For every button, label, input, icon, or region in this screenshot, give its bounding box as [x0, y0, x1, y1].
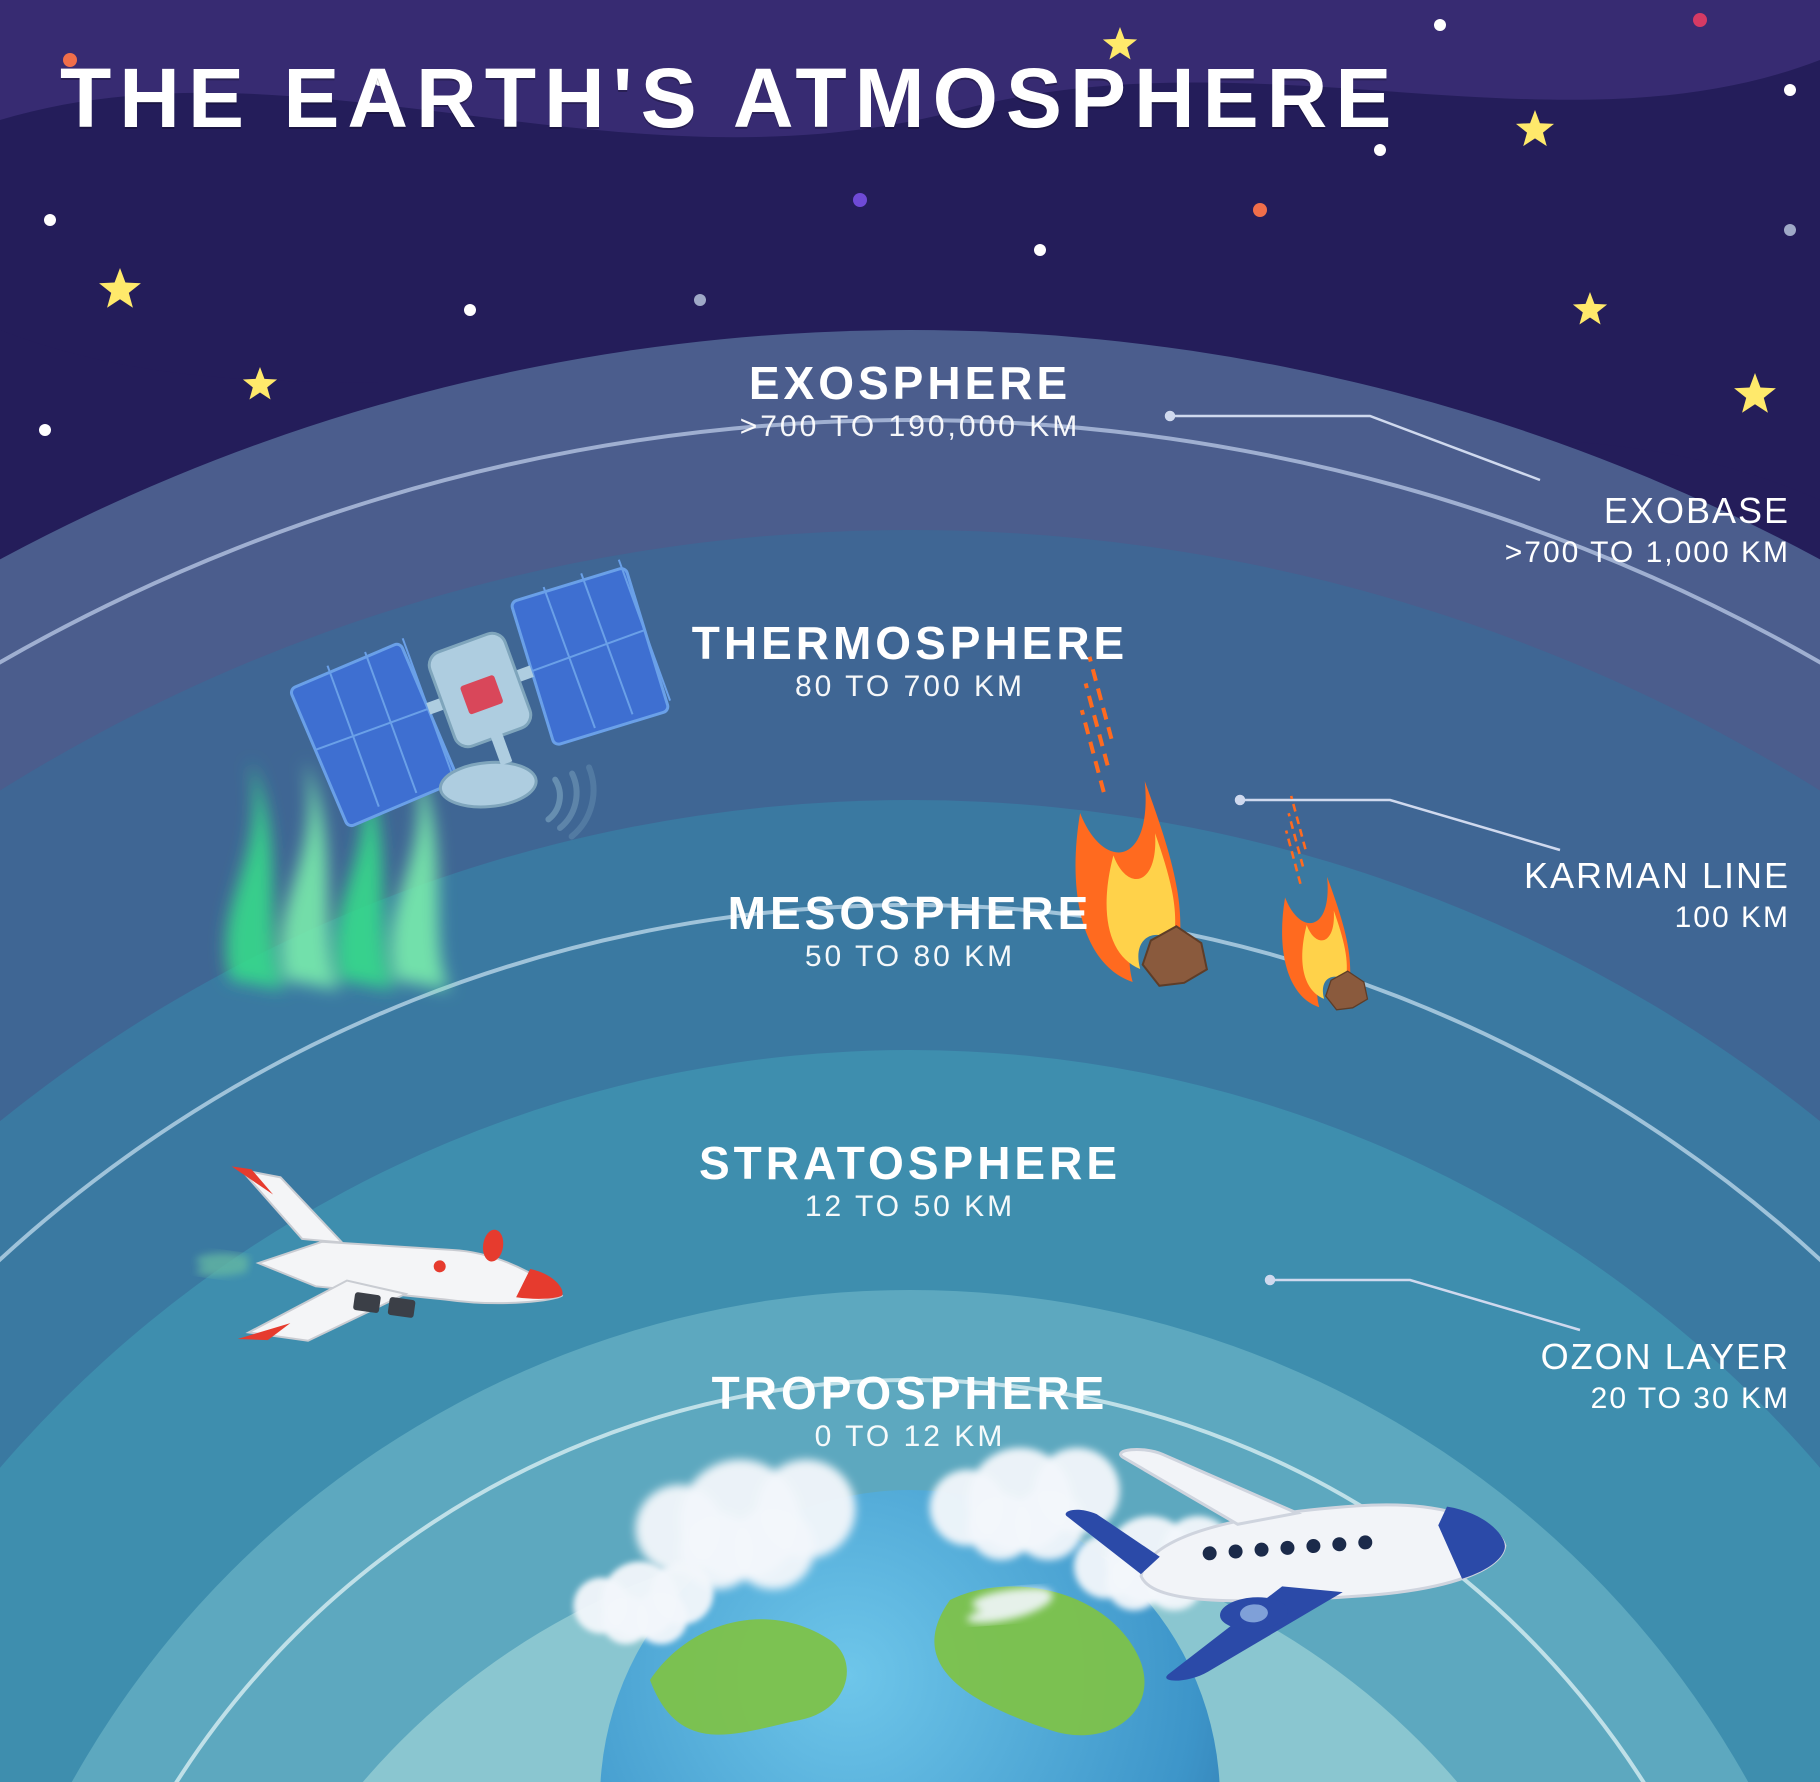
- layer-name-2: MESOSPHERE: [610, 886, 1210, 940]
- atmosphere-infographic: THE EARTH'S ATMOSPHERE EXOSPHERE>700 TO …: [0, 0, 1820, 1782]
- boundary-range-2: 20 TO 30 KM: [1370, 1382, 1790, 1416]
- page-title: THE EARTH'S ATMOSPHERE: [60, 50, 1399, 147]
- boundary-name-0: EXOBASE: [1370, 490, 1790, 532]
- boundary-range-1: 100 KM: [1370, 901, 1790, 935]
- layer-range-2: 50 TO 80 KM: [610, 940, 1210, 974]
- layer-range-0: >700 TO 190,000 KM: [610, 410, 1210, 444]
- layer-name-4: TROPOSPHERE: [610, 1366, 1210, 1420]
- layer-range-4: 0 TO 12 KM: [610, 1420, 1210, 1454]
- layer-range-3: 12 TO 50 KM: [610, 1190, 1210, 1224]
- boundary-name-2: OZON LAYER: [1370, 1336, 1790, 1378]
- boundary-name-1: KARMAN LINE: [1370, 855, 1790, 897]
- boundary-range-0: >700 TO 1,000 KM: [1370, 536, 1790, 570]
- layer-name-0: EXOSPHERE: [610, 356, 1210, 410]
- layer-name-3: STRATOSPHERE: [610, 1136, 1210, 1190]
- layer-name-1: THERMOSPHERE: [610, 616, 1210, 670]
- layer-range-1: 80 TO 700 KM: [610, 670, 1210, 704]
